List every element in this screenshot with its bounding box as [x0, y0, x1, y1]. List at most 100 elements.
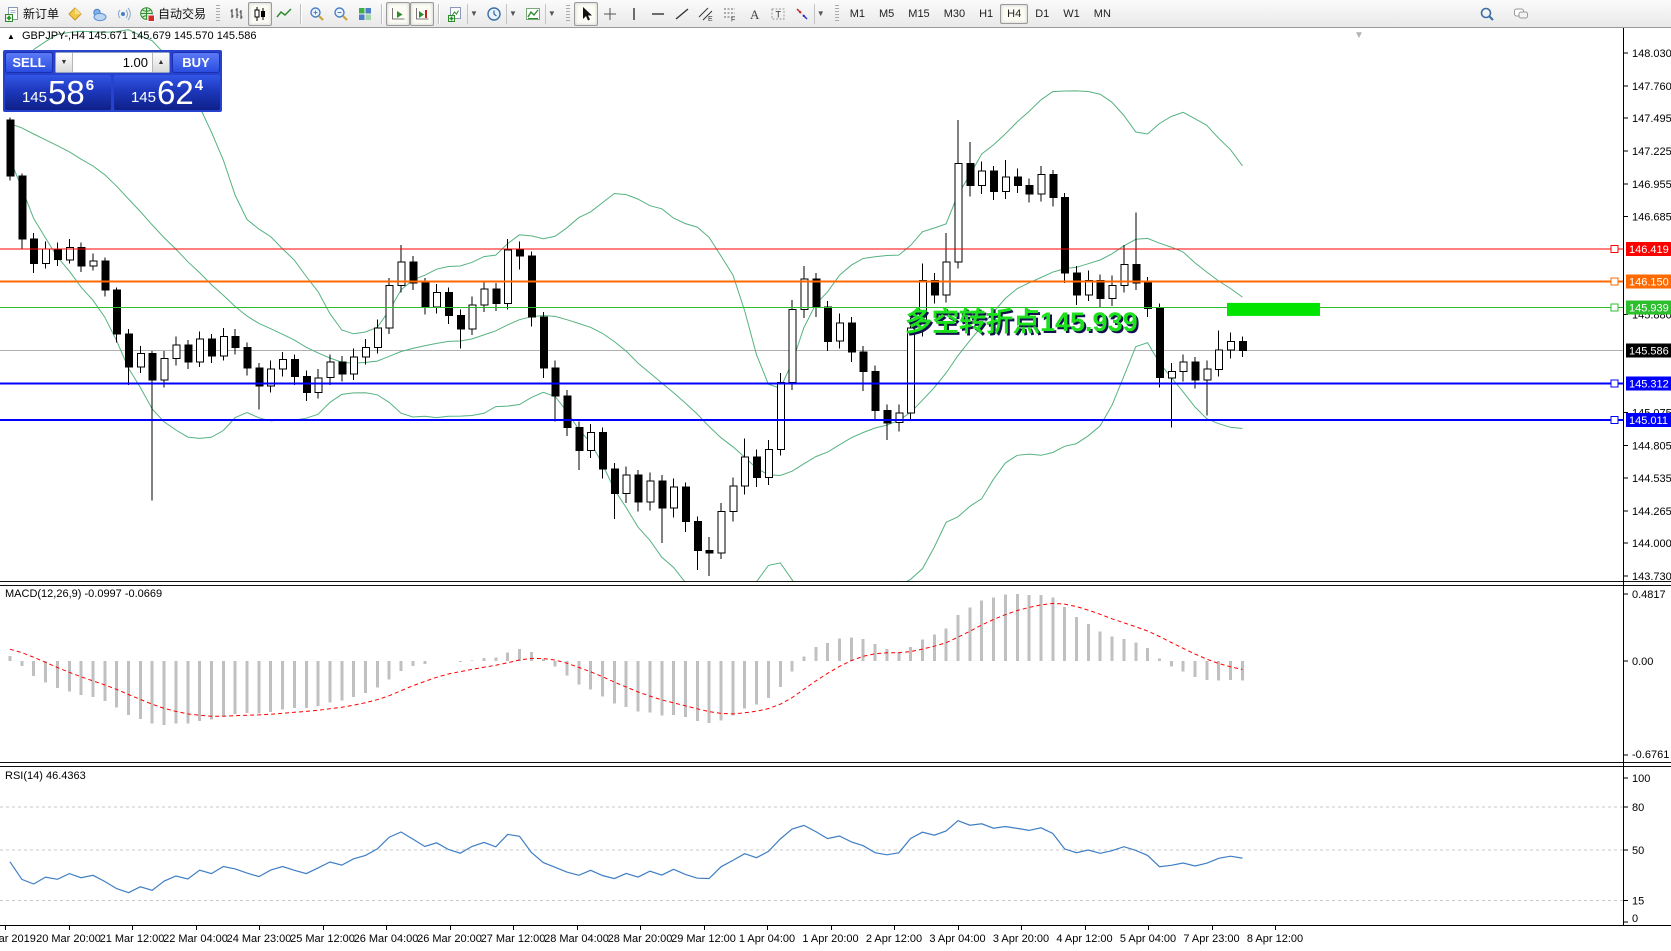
toolbar-button-crosshair[interactable] — [598, 2, 622, 26]
macd-title: MACD(12,26,9) — [5, 588, 82, 600]
toolbar-button-fibonacci[interactable]: F — [718, 2, 742, 26]
timeframe-button-w1[interactable]: W1 — [1063, 7, 1080, 20]
text-icon: A — [746, 6, 762, 22]
toolbar-button-chart-shift[interactable] — [410, 1, 435, 26]
metaquotes-icon — [67, 6, 83, 22]
text-label-icon: T — [770, 6, 786, 22]
toolbar-button-tile-windows[interactable] — [353, 2, 377, 26]
dropdown-caret-icon[interactable]: ▼ — [505, 3, 517, 24]
timeframe-button-mn[interactable]: MN — [1093, 7, 1111, 20]
toolbar-button-text[interactable]: A — [742, 2, 766, 26]
toolbar-button-zoom-in[interactable] — [305, 2, 329, 26]
sell-price[interactable]: 145 58 6 — [5, 75, 111, 110]
time-label: 28 Mar 04:00 — [544, 933, 609, 945]
volume-input[interactable] — [73, 53, 152, 72]
chart-shift-icon — [414, 6, 430, 22]
buy-price[interactable]: 145 62 4 — [114, 75, 220, 110]
toolbar-button-text-label[interactable]: T — [766, 2, 790, 26]
sell-button[interactable]: SELL — [5, 52, 53, 73]
svg-text:-0.6761: -0.6761 — [1632, 749, 1669, 761]
toolbar-button-signals[interactable] — [111, 2, 135, 26]
toolbar-button-horizontal-line[interactable] — [646, 2, 670, 26]
trend-line-icon — [674, 6, 690, 22]
timeframe-button-m1[interactable]: M1 — [849, 7, 865, 20]
dropdown-caret-icon[interactable]: ▼ — [467, 3, 478, 24]
tile-windows-icon — [357, 6, 373, 22]
timeframe-button-h4[interactable]: H4 — [1000, 3, 1029, 24]
svg-text:148.030: 148.030 — [1632, 48, 1671, 60]
toolbar-button-periods[interactable]: ▼ — [482, 2, 521, 26]
toolbar-button-bar-chart[interactable] — [224, 2, 248, 26]
time-label: 20 Mar 20:00 — [36, 933, 101, 945]
timeframe-button-h1[interactable]: H1 — [979, 7, 994, 20]
time-tick — [1084, 926, 1086, 930]
svg-text:144.000: 144.000 — [1632, 538, 1671, 550]
svg-text:143.730: 143.730 — [1632, 571, 1671, 581]
main-chart[interactable]: 多空转折点145.939多空转折点145.939▼148.030147.7601… — [0, 28, 1671, 581]
toolbar-grip[interactable] — [834, 4, 839, 23]
toolbar-button-candle-chart[interactable] — [248, 1, 273, 26]
dropdown-caret-icon[interactable]: ▼ — [813, 3, 825, 24]
time-tick — [703, 926, 705, 930]
timeframe-button-m15[interactable]: M15 — [908, 7, 930, 20]
toolbar-button-line-chart[interactable] — [272, 2, 296, 26]
crosshair-icon — [602, 6, 618, 22]
time-tick — [449, 926, 451, 930]
svg-text:146.419: 146.419 — [1629, 244, 1669, 256]
svg-text:144.805: 144.805 — [1632, 440, 1671, 452]
volume-increase-button[interactable]: ▲ — [152, 53, 169, 72]
panel-separator[interactable] — [0, 581, 1671, 586]
autotrading-label: 自动交易 — [158, 7, 207, 21]
svg-text:145.939: 145.939 — [1629, 302, 1669, 314]
time-label: 27 Mar 12:00 — [480, 933, 546, 945]
svg-text:多空转折点145.939: 多空转折点145.939 — [907, 308, 1140, 339]
time-label: 24 Mar 23:00 — [226, 933, 292, 945]
collapse-panel-icon[interactable]: ▲ — [7, 32, 15, 41]
time-tick — [1211, 926, 1213, 930]
toolbar-button-zoom-out[interactable] — [329, 2, 353, 26]
toolbar-button-equidistant-channel[interactable]: E — [694, 2, 718, 26]
toolbar-button-new-order[interactable]: 新订单 — [0, 2, 63, 26]
toolbar-button-new-chart[interactable]: ▼ — [443, 2, 482, 26]
panel-separator[interactable] — [0, 762, 1671, 767]
time-label: 7 Apr 23:00 — [1183, 933, 1240, 945]
rsi-indicator-label: RSI(14) 46.4363 — [5, 770, 86, 782]
macd-panel[interactable]: 0.4817 0.00 -0.6761 — [0, 586, 1671, 762]
toolbar-button-autotrading[interactable]: 自动交易 — [135, 2, 210, 26]
timeframe-button-m5[interactable]: M5 — [879, 7, 895, 20]
timeframe-button-m30[interactable]: M30 — [943, 7, 966, 20]
toolbar-grip[interactable] — [565, 4, 570, 23]
svg-text:0.4817: 0.4817 — [1632, 589, 1666, 601]
symbol-ohlc-line: ▲ GBPJPY-,H4 145.671 145.679 145.570 145… — [7, 30, 256, 42]
toolbar-grip[interactable] — [216, 4, 221, 23]
symbol-title: GBPJPY-,H4 — [21, 30, 86, 42]
new-chart-icon — [447, 6, 463, 22]
time-tick — [1275, 926, 1276, 930]
toolbar-button-community[interactable] — [87, 2, 111, 26]
toolbar-button-arrows[interactable]: ▼ — [790, 2, 829, 26]
toolbar-button-search[interactable] — [1475, 2, 1499, 26]
sell-price-pips: 58 — [47, 74, 85, 111]
rsi-panel[interactable]: 100 80 50 15 0 — [0, 767, 1671, 925]
toolbar-button-chat[interactable] — [1509, 2, 1533, 26]
toolbar-button-indicators[interactable]: ▼ — [521, 2, 560, 26]
toolbar-button-vertical-line[interactable] — [622, 2, 646, 26]
buy-price-major: 145 — [130, 89, 156, 106]
svg-text:T: T — [775, 9, 781, 19]
dropdown-caret-icon[interactable]: ▼ — [544, 3, 556, 24]
svg-text:15: 15 — [1632, 895, 1644, 907]
time-tick — [640, 926, 641, 930]
buy-button[interactable]: BUY — [172, 52, 220, 73]
volume-decrease-button[interactable]: ▼ — [56, 53, 73, 72]
time-tick — [576, 926, 578, 930]
toolbar-button-cursor[interactable] — [573, 1, 598, 26]
timeframe-button-d1[interactable]: D1 — [1035, 7, 1050, 20]
time-label: 22 Mar 04:00 — [163, 933, 228, 945]
time-label: 25 Mar 12:00 — [290, 933, 355, 945]
toolbar-button-metaquotes[interactable] — [63, 2, 87, 26]
arrows-icon — [794, 6, 810, 22]
toolbar-button-trend-line[interactable] — [670, 2, 694, 26]
svg-text:E: E — [708, 16, 713, 22]
toolbar-button-auto-scroll[interactable] — [386, 1, 411, 26]
